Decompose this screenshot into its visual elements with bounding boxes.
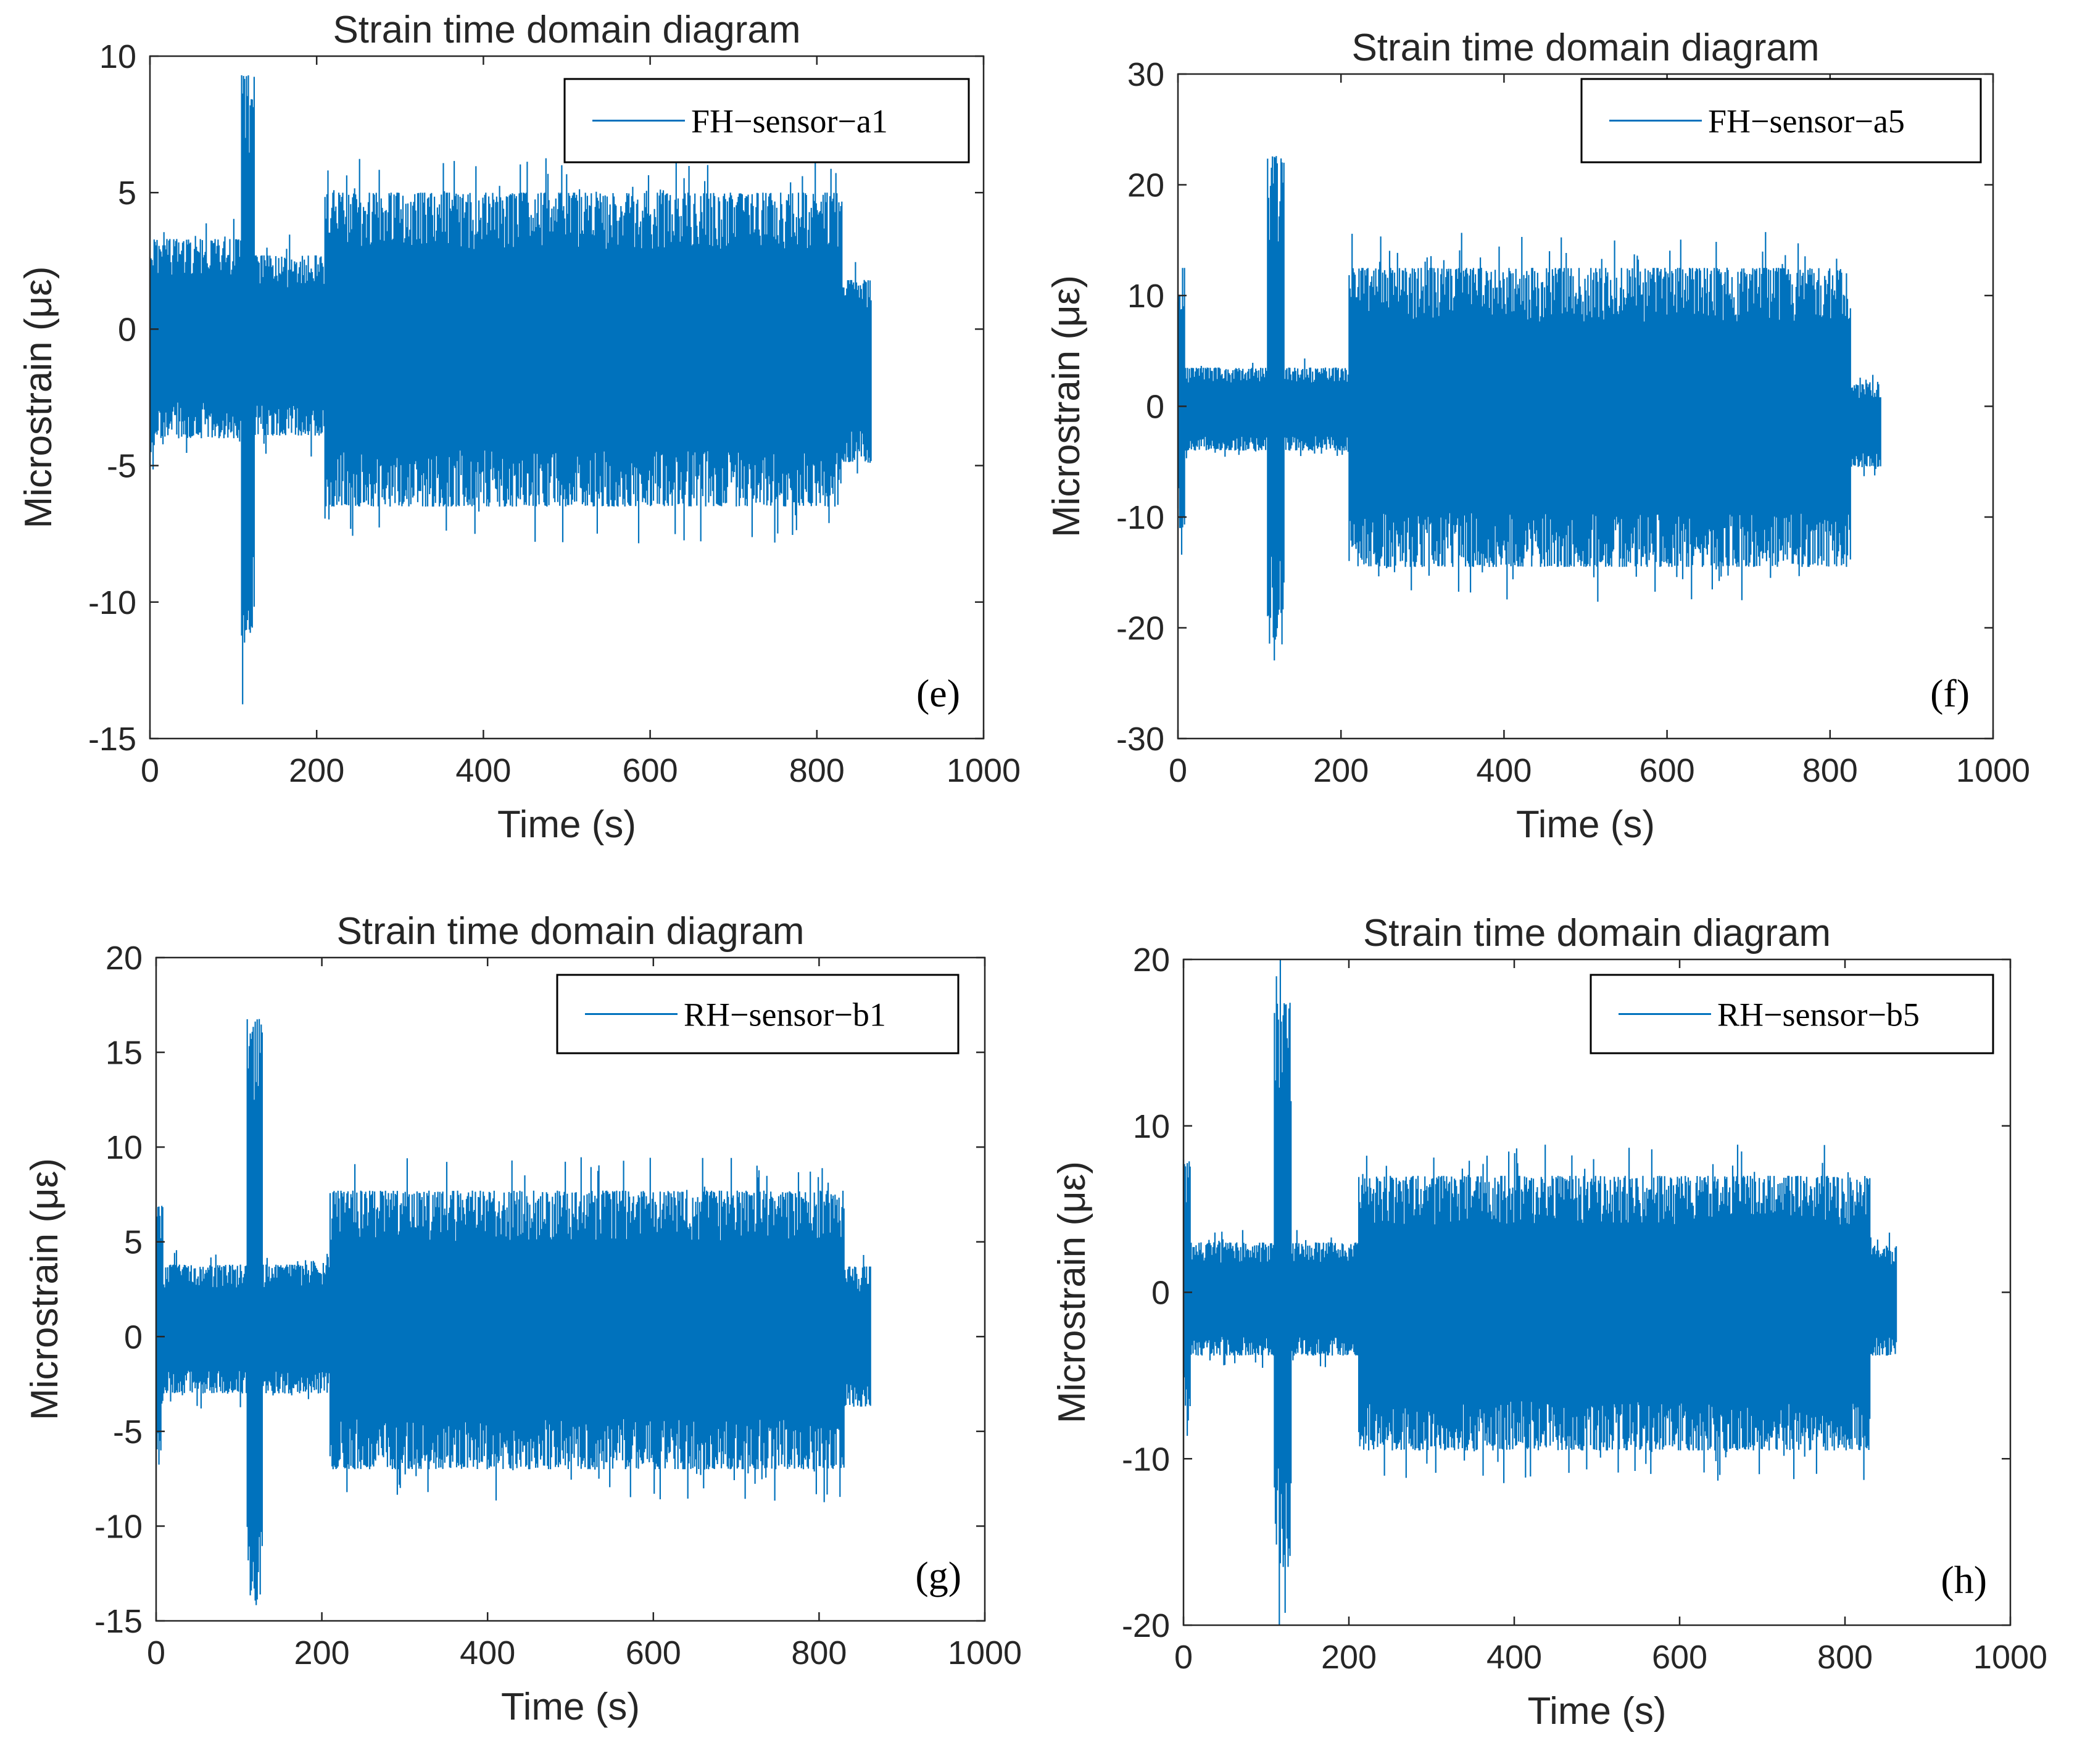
legend-label: RH−sensor−b5: [1717, 996, 1920, 1033]
x-tick-label: 1000: [947, 752, 1021, 789]
legend-label: FH−sensor−a1: [691, 103, 888, 140]
x-tick-label: 800: [1817, 1639, 1873, 1676]
x-tick-label: 1000: [1973, 1639, 2047, 1676]
y-tick-label: 10: [99, 38, 136, 75]
x-tick-label: 400: [1486, 1639, 1542, 1676]
y-tick-label: 0: [124, 1319, 143, 1356]
x-tick-label: 0: [147, 1634, 165, 1671]
panel-label: (e): [916, 671, 960, 715]
y-tick-label: 5: [124, 1224, 143, 1261]
legend: RH−sensor−b5: [1590, 974, 1994, 1054]
y-axis-label: Microstrain (με): [1051, 1161, 1093, 1423]
y-tick-label: -15: [94, 1603, 143, 1640]
x-tick-label: 1000: [1956, 752, 2030, 789]
x-axis-label: Time (s): [497, 803, 636, 846]
chart-title: Strain time domain diagram: [333, 9, 800, 51]
y-tick-label: -5: [113, 1414, 143, 1451]
y-tick-label: -10: [88, 584, 136, 621]
x-tick-label: 600: [1640, 752, 1695, 789]
panel-0: 0 200 400 600 800 1000 -15 -10 -5 0 5 10 Strain time…: [17, 9, 1021, 846]
y-tick-label: -15: [88, 721, 136, 758]
y-tick-label: -5: [107, 448, 136, 485]
chart-title: Strain time domain diagram: [1363, 912, 1831, 954]
y-tick-label: 10: [1127, 278, 1164, 315]
panel-1: 0 200 400 600 800 1000 -30 -20 -10 0 10 20 30 Strain …: [1045, 27, 2030, 846]
y-tick-label: 10: [106, 1129, 143, 1166]
x-tick-label: 600: [623, 752, 678, 789]
x-tick-label: 400: [460, 1634, 515, 1671]
legend: FH−sensor−a5: [1580, 78, 1982, 164]
x-tick-label: 1000: [948, 1634, 1022, 1671]
y-tick-label: -10: [1116, 499, 1164, 536]
legend-label: FH−sensor−a5: [1708, 103, 1905, 140]
y-tick-label: 10: [1133, 1108, 1170, 1145]
x-tick-label: 600: [1652, 1639, 1707, 1676]
x-tick-label: 400: [1476, 752, 1532, 789]
panel-label: (f): [1930, 671, 1970, 715]
y-tick-label: 0: [1146, 389, 1164, 426]
y-tick-label: -20: [1122, 1607, 1170, 1644]
x-tick-label: 0: [1174, 1639, 1193, 1676]
y-tick-label: -10: [94, 1508, 143, 1545]
chart-title: Strain time domain diagram: [336, 910, 804, 953]
x-tick-label: 200: [294, 1634, 350, 1671]
y-tick-label: 0: [118, 311, 136, 348]
x-tick-label: 0: [1169, 752, 1187, 789]
y-axis-label: Microstrain (με): [17, 266, 60, 528]
axes-box: [155, 956, 986, 1622]
y-axis-label: Microstrain (με): [1045, 275, 1088, 537]
x-tick-label: 800: [789, 752, 845, 789]
y-tick-label: 30: [1127, 56, 1164, 93]
x-tick-label: 600: [626, 1634, 681, 1671]
legend-label: RH−sensor−b1: [684, 996, 886, 1033]
y-tick-label: -20: [1116, 610, 1164, 647]
y-tick-label: -10: [1122, 1441, 1170, 1478]
series-line-3-0: [1182, 959, 1897, 1625]
axes-box: [149, 55, 985, 740]
series-line-2-0: [155, 1019, 871, 1605]
x-axis-label: Time (s): [501, 1686, 640, 1728]
x-tick-label: 800: [1802, 752, 1858, 789]
x-tick-label: 200: [1321, 1639, 1377, 1676]
x-tick-label: 800: [791, 1634, 847, 1671]
legend: FH−sensor−a1: [563, 78, 970, 164]
x-axis-label: Time (s): [1516, 803, 1655, 846]
y-tick-label: 20: [1133, 942, 1170, 979]
series-line-0-0: [149, 75, 872, 705]
y-axis-label: Microstrain (με): [23, 1158, 66, 1420]
y-tick-label: -30: [1116, 721, 1164, 758]
panel-2: 0 200 400 600 800 1000 -15 -10 -5 0 5 10 15 20 Strain …: [23, 910, 1022, 1728]
panel-label: (g): [915, 1554, 961, 1597]
y-tick-label: 0: [1151, 1275, 1170, 1312]
x-tick-label: 200: [1313, 752, 1369, 789]
y-tick-label: 5: [118, 175, 136, 212]
x-tick-label: 400: [455, 752, 511, 789]
x-tick-label: 200: [289, 752, 344, 789]
x-axis-label: Time (s): [1528, 1690, 1667, 1733]
panel-label: (h): [1941, 1558, 1987, 1602]
chart-title: Strain time domain diagram: [1351, 27, 1819, 69]
y-tick-label: 15: [106, 1035, 143, 1072]
legend: RH−sensor−b1: [556, 974, 960, 1054]
y-tick-label: 20: [1127, 167, 1164, 204]
series-line-1-0: [1177, 155, 1881, 661]
x-tick-label: 0: [141, 752, 159, 789]
panel-3: 0 200 400 600 800 1000 -20 -10 0 10 20 Strain time …: [1051, 912, 2047, 1733]
y-tick-label: 20: [106, 940, 143, 977]
